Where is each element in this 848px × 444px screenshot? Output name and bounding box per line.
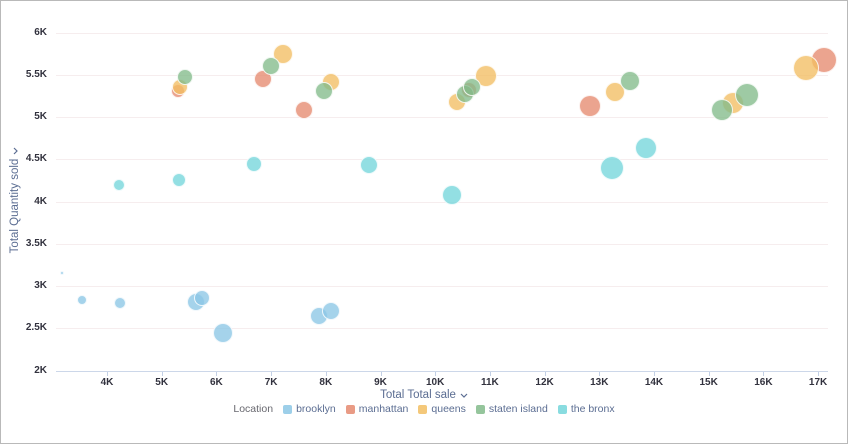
x-tick-label: 6K [209, 376, 223, 388]
legend-item-staten-island[interactable]: staten island [475, 403, 548, 415]
gridline-y-2.5K [56, 328, 828, 330]
x-tick-label: 12K [535, 376, 554, 388]
y-tick-label: 3K [34, 280, 47, 291]
bubble-the-bronx[interactable] [245, 156, 262, 173]
x-axis-line [56, 370, 828, 372]
y-tick-label: 4.5K [25, 153, 47, 165]
bubble-queens[interactable] [272, 43, 293, 64]
x-tick-label: 4K [100, 376, 114, 388]
y-tick-label: 4K [34, 195, 47, 207]
legend-label: manhattan [358, 403, 409, 415]
gridline-y-5.5K [56, 74, 828, 76]
x-tick-label: 14K [644, 376, 664, 388]
gridline-y-3.5K [56, 243, 828, 245]
x-tick-mark [107, 371, 108, 376]
bubble-the-bronx[interactable] [172, 173, 187, 188]
x-tick-label: 7K [264, 376, 278, 388]
x-tick-mark [435, 371, 437, 376]
x-tick-label: 11K [480, 376, 499, 388]
bubble-staten-island[interactable] [711, 99, 734, 122]
x-tick-label: 16K [754, 376, 773, 388]
legend-item-manhattan[interactable]: manhattan [345, 403, 409, 415]
y-axis-title-label: Total Quantity sold [9, 158, 21, 254]
bubble-queens[interactable] [604, 81, 625, 102]
legend-swatch-staten-island [475, 404, 485, 414]
legend-item-brooklyn[interactable]: brooklyn [283, 403, 336, 415]
y-tick-label: 2.5K [25, 322, 47, 334]
x-tick-mark [544, 371, 546, 376]
legend-swatch-brooklyn [283, 404, 293, 414]
x-tick-mark [271, 371, 273, 376]
legend-swatch-manhattan [345, 404, 355, 414]
x-tick-mark [380, 371, 382, 376]
y-tick-label: 3.5K [25, 237, 47, 249]
bubble-staten-island[interactable] [314, 81, 333, 100]
bubble-brooklyn[interactable] [59, 271, 64, 276]
x-tick-label: 9K [374, 376, 387, 388]
legend-label: brooklyn [296, 403, 336, 415]
bubble-queens[interactable] [475, 65, 498, 88]
bubble-staten-island[interactable] [176, 69, 193, 86]
y-tick-label: 2K [34, 364, 47, 376]
bubble-the-bronx[interactable] [113, 179, 126, 192]
bubble-the-bronx[interactable] [599, 155, 624, 180]
bubble-brooklyn[interactable] [113, 296, 126, 309]
bubble-the-bronx[interactable] [634, 137, 657, 160]
legend-label: queens [431, 403, 466, 415]
y-tick-label: 5K [34, 111, 47, 122]
y-tick-label: 5.5K [25, 68, 47, 80]
x-tick-label: 8K [319, 376, 333, 388]
x-tick-mark [654, 371, 655, 376]
bubble-staten-island[interactable] [619, 70, 640, 91]
x-tick-mark [161, 371, 163, 376]
x-tick-label: 15K [699, 376, 718, 388]
legend-label: the bronx [570, 403, 615, 415]
bubble-manhattan[interactable] [295, 101, 314, 120]
bubble-staten-island[interactable] [463, 77, 482, 96]
legend-item-queens[interactable]: queens [418, 403, 466, 415]
chevron-down-icon [13, 147, 18, 155]
x-tick-mark [599, 371, 601, 376]
y-tick-label: 6K [34, 26, 47, 38]
gridline-y-5K [56, 117, 828, 118]
legend-swatch-queens [418, 404, 428, 414]
chevron-down-icon [460, 393, 468, 398]
bubble-queens[interactable] [793, 54, 820, 81]
legend-item-the-bronx[interactable]: the bronx [557, 403, 615, 415]
bubble-the-bronx[interactable] [360, 156, 378, 175]
x-tick-mark [216, 371, 218, 376]
legend-title: Location [233, 403, 274, 415]
gridline-y-4K [56, 201, 828, 203]
bubble-the-bronx[interactable] [441, 184, 462, 205]
x-tick-mark [818, 371, 820, 376]
bubble-manhattan[interactable] [579, 95, 601, 117]
gridline-y-6K [56, 32, 828, 34]
x-tick-label: 5K [155, 376, 169, 388]
x-tick-mark [708, 371, 710, 376]
bubble-staten-island[interactable] [262, 57, 281, 76]
x-tick-mark [325, 371, 327, 376]
legend: Location brooklyn manhattan queens staten i… [1, 403, 847, 415]
legend-label: staten island [488, 403, 548, 415]
bubble-brooklyn[interactable] [77, 294, 88, 305]
bubble-brooklyn[interactable] [193, 289, 210, 306]
x-axis-title[interactable]: Total Total sale [380, 389, 468, 401]
x-axis-title-label: Total Total sale [380, 389, 456, 401]
x-tick-mark [489, 371, 491, 376]
x-tick-label: 10K [426, 376, 445, 388]
gridline-y-4.5K [56, 159, 828, 161]
legend-swatch-the-bronx [557, 404, 567, 414]
x-tick-label: 17K [808, 376, 828, 388]
bubble-staten-island[interactable] [734, 83, 759, 108]
gridline-y-3K [56, 286, 828, 287]
x-tick-label: 13K [590, 376, 609, 388]
y-axis-title[interactable]: Total Quantity sold [9, 147, 21, 254]
x-tick-mark [763, 371, 765, 376]
bubble-brooklyn[interactable] [212, 323, 233, 344]
bubble-brooklyn[interactable] [322, 301, 341, 320]
